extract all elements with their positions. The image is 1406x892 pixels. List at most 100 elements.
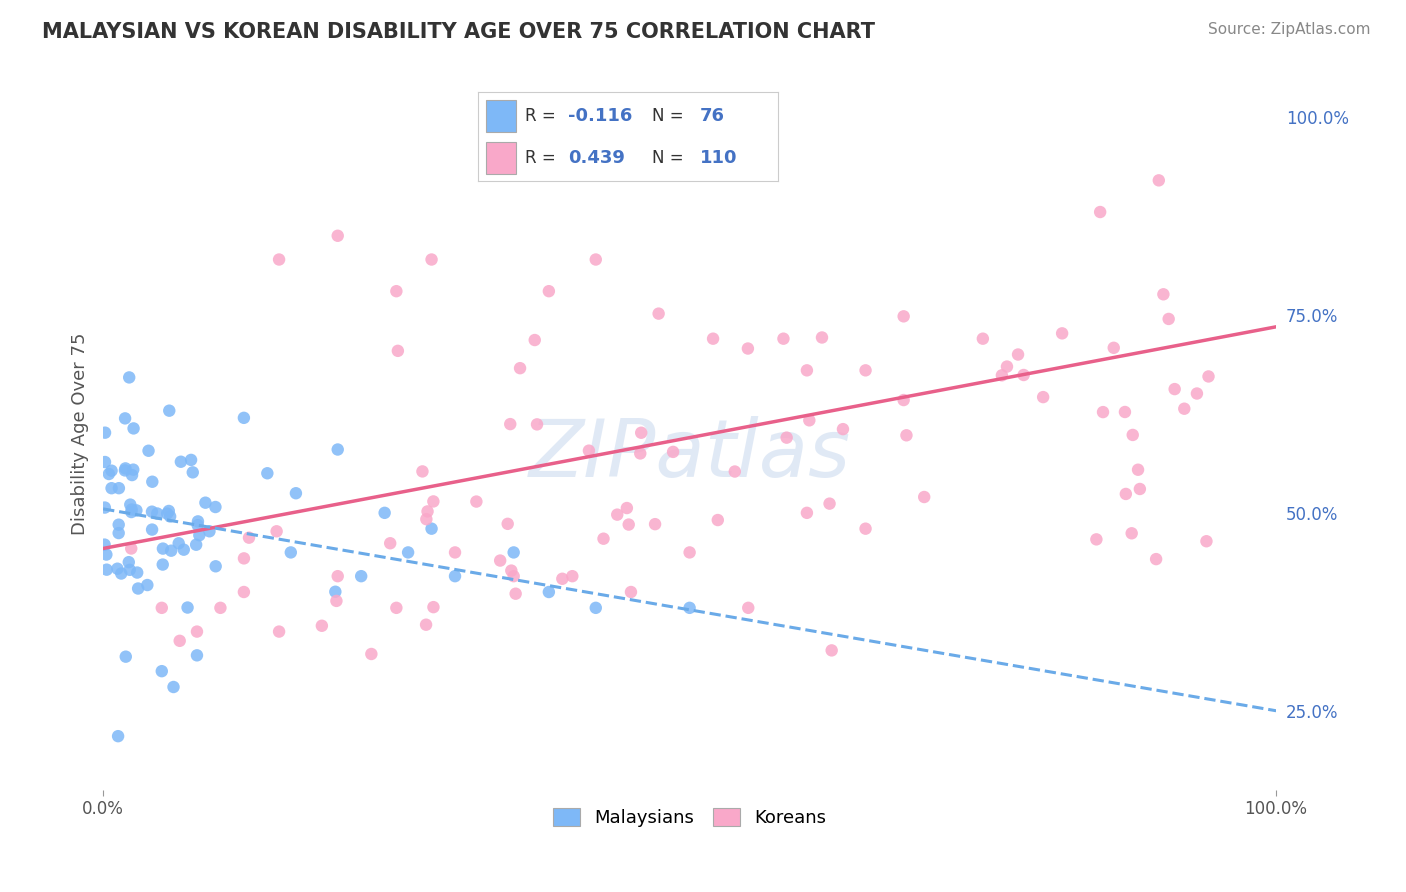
Point (267, 624, 290, 639)
Point (152, 558, 174, 572)
Point (385, 600, 408, 615)
Point (120, 498, 142, 512)
Point (187, 518, 209, 533)
Point (662, 445, 685, 459)
Point (162, 680, 184, 694)
Y-axis label: Disability Age Over 75: Disability Age Over 75 (72, 333, 89, 535)
Point (232, 585, 254, 599)
Point (169, 633, 191, 648)
Point (496, 516, 519, 531)
Point (821, 643, 844, 657)
Point (1114, 405, 1136, 419)
Point (280, 545, 302, 559)
Point (267, 252, 290, 267)
Point (173, 542, 195, 557)
Point (204, 559, 226, 574)
Point (578, 443, 600, 458)
Point (855, 522, 877, 536)
Point (489, 553, 512, 567)
Point (1085, 533, 1108, 547)
Point (180, 453, 202, 467)
Point (499, 417, 522, 431)
Point (385, 284, 408, 298)
Point (150, 664, 173, 678)
Point (617, 517, 640, 532)
Point (1092, 405, 1115, 419)
Point (737, 342, 759, 356)
Point (118, 370, 141, 384)
Legend: Malaysians, Koreans: Malaysians, Koreans (546, 800, 834, 834)
Point (502, 569, 524, 583)
Point (737, 600, 759, 615)
Point (176, 600, 198, 615)
Point (1121, 526, 1143, 541)
Point (647, 307, 669, 321)
Point (122, 421, 145, 435)
Point (537, 585, 560, 599)
Point (233, 551, 256, 566)
Point (1198, 369, 1220, 384)
Point (266, 524, 288, 539)
Point (422, 600, 444, 615)
Point (422, 494, 444, 508)
Point (799, 413, 821, 427)
Point (1163, 382, 1185, 396)
Point (107, 729, 129, 743)
Point (416, 504, 439, 518)
Point (526, 417, 548, 432)
Point (107, 562, 129, 576)
Text: Source: ZipAtlas.com: Source: ZipAtlas.com (1208, 22, 1371, 37)
Point (170, 455, 193, 469)
Point (1012, 368, 1035, 382)
Point (1088, 205, 1111, 219)
Point (141, 505, 163, 519)
Point (420, 252, 443, 267)
Point (444, 569, 467, 583)
Point (415, 512, 437, 526)
Point (114, 461, 136, 475)
Point (380, 536, 402, 550)
Point (93, 538, 115, 552)
Point (896, 428, 918, 442)
Point (415, 617, 437, 632)
Point (444, 545, 467, 559)
Point (125, 503, 148, 517)
Point (620, 585, 643, 599)
Point (157, 504, 180, 518)
Point (107, 526, 129, 541)
Point (114, 649, 136, 664)
Point (141, 475, 163, 489)
Point (893, 392, 915, 407)
Point (326, 228, 349, 243)
Point (150, 600, 173, 615)
Point (1050, 326, 1073, 341)
Point (995, 359, 1018, 374)
Point (120, 505, 142, 519)
Point (561, 569, 583, 583)
Point (209, 600, 232, 615)
Point (630, 425, 652, 440)
Point (94, 455, 117, 469)
Point (284, 486, 307, 500)
Point (796, 506, 818, 520)
Point (707, 513, 730, 527)
Point (1173, 401, 1195, 416)
Point (509, 361, 531, 376)
Point (118, 555, 141, 569)
Point (678, 600, 700, 615)
Point (114, 411, 136, 425)
Point (775, 431, 797, 445)
Point (702, 332, 724, 346)
Point (420, 522, 443, 536)
Point (972, 332, 994, 346)
Point (1147, 173, 1170, 187)
Point (204, 500, 226, 514)
Point (465, 494, 488, 508)
Point (167, 536, 190, 550)
Point (118, 563, 141, 577)
Point (912, 490, 935, 504)
Point (187, 515, 209, 529)
Point (311, 619, 333, 633)
Point (325, 584, 347, 599)
Point (360, 647, 382, 661)
